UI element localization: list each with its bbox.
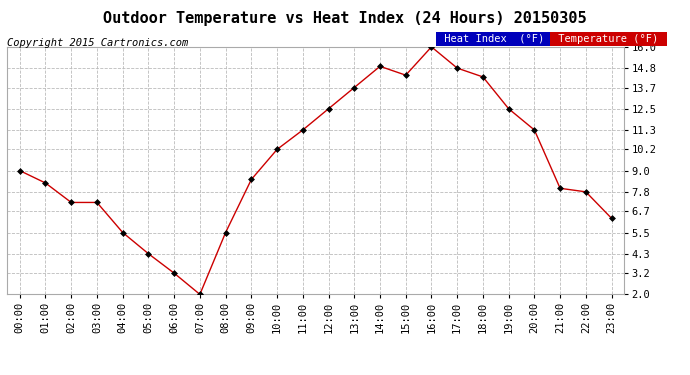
Text: Copyright 2015 Cartronics.com: Copyright 2015 Cartronics.com	[7, 38, 188, 48]
Text: Temperature (°F): Temperature (°F)	[552, 34, 664, 44]
Text: Outdoor Temperature vs Heat Index (24 Hours) 20150305: Outdoor Temperature vs Heat Index (24 Ho…	[104, 11, 586, 26]
Text: Heat Index  (°F): Heat Index (°F)	[438, 34, 551, 44]
